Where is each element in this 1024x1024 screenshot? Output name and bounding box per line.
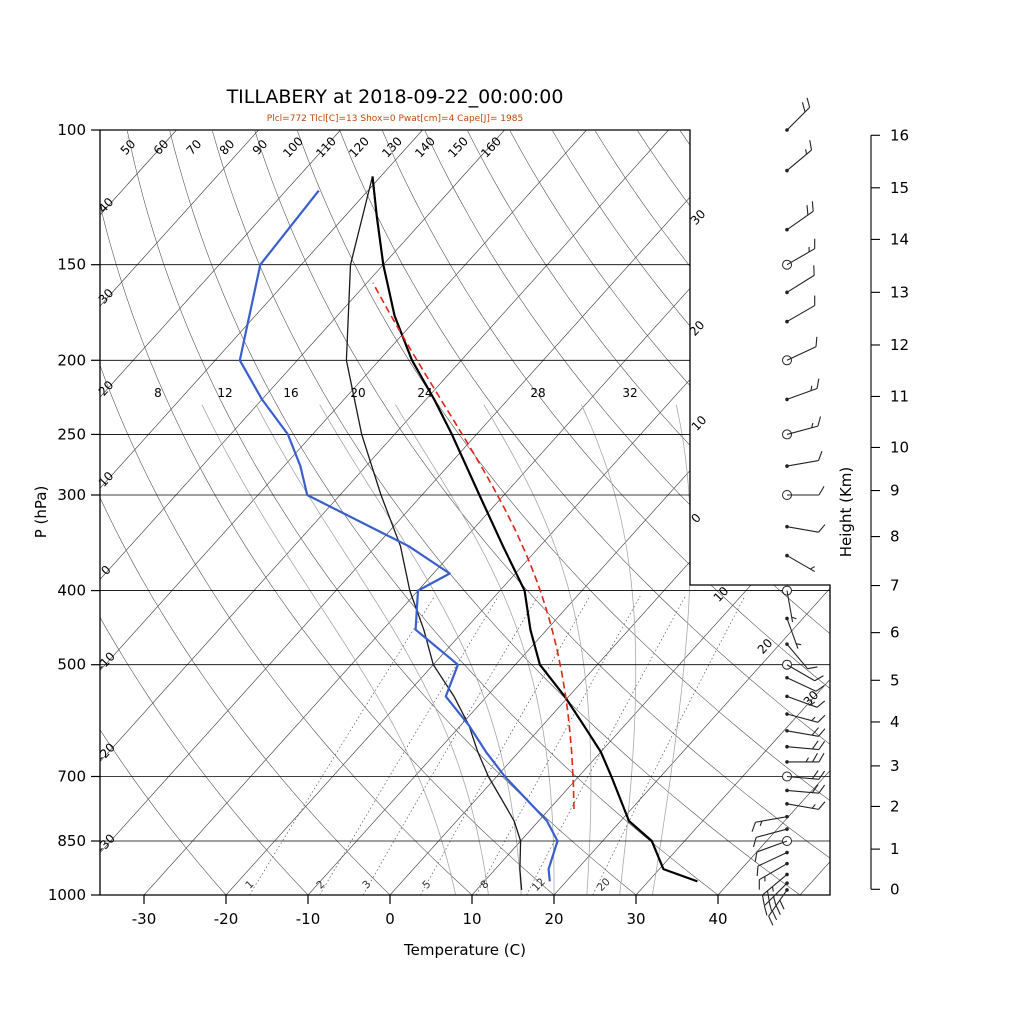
svg-text:80: 80 xyxy=(217,137,238,158)
svg-text:20: 20 xyxy=(755,636,776,657)
svg-text:12: 12 xyxy=(217,386,232,400)
svg-text:5: 5 xyxy=(890,671,900,689)
svg-text:700: 700 xyxy=(57,768,86,786)
svg-text:0: 0 xyxy=(385,910,395,928)
svg-text:10: 10 xyxy=(890,438,909,456)
svg-text:100: 100 xyxy=(280,134,306,160)
svg-text:40: 40 xyxy=(708,910,727,928)
svg-text:8: 8 xyxy=(478,878,491,891)
background-gridlines xyxy=(100,130,830,895)
svg-text:-30: -30 xyxy=(94,831,118,855)
svg-text:14: 14 xyxy=(890,230,909,248)
chart-title: TILLABERY at 2018-09-22_00:00:00 xyxy=(226,86,564,108)
svg-text:0: 0 xyxy=(688,511,703,526)
svg-text:140: 140 xyxy=(412,134,438,160)
svg-text:30: 30 xyxy=(688,207,709,228)
svg-text:30: 30 xyxy=(626,910,645,928)
svg-text:1000: 1000 xyxy=(48,886,86,904)
svg-text:130: 130 xyxy=(379,134,405,160)
svg-text:60: 60 xyxy=(151,137,172,158)
svg-text:10: 10 xyxy=(689,413,710,434)
svg-text:200: 200 xyxy=(57,351,86,369)
svg-text:-10: -10 xyxy=(94,649,118,673)
svg-text:3: 3 xyxy=(890,757,900,775)
plot-border xyxy=(99,129,831,896)
svg-text:2: 2 xyxy=(890,797,900,815)
svg-text:6: 6 xyxy=(890,624,900,642)
sounding-profiles xyxy=(238,176,698,891)
svg-text:0: 0 xyxy=(890,880,900,898)
svg-text:2: 2 xyxy=(314,878,327,891)
svg-text:28: 28 xyxy=(530,386,545,400)
isobar-lines xyxy=(100,129,830,896)
svg-text:70: 70 xyxy=(184,137,205,158)
svg-text:10: 10 xyxy=(462,910,481,928)
svg-text:15: 15 xyxy=(890,179,909,197)
svg-text:7: 7 xyxy=(890,577,900,595)
wind-barb-column xyxy=(751,97,826,926)
svg-text:20: 20 xyxy=(544,910,563,928)
svg-text:5: 5 xyxy=(420,878,433,891)
svg-text:300: 300 xyxy=(57,486,86,504)
svg-text:9: 9 xyxy=(890,482,900,500)
svg-text:13: 13 xyxy=(890,283,909,301)
svg-text:150: 150 xyxy=(57,256,86,274)
svg-text:11: 11 xyxy=(890,387,909,405)
svg-text:400: 400 xyxy=(57,582,86,600)
svg-text:-20: -20 xyxy=(94,740,118,764)
svg-text:20: 20 xyxy=(96,378,117,399)
svg-text:12: 12 xyxy=(890,336,909,354)
svg-text:P (hPa): P (hPa) xyxy=(32,486,50,539)
svg-text:20: 20 xyxy=(595,876,613,894)
svg-text:12: 12 xyxy=(530,876,548,894)
svg-text:0: 0 xyxy=(98,563,113,578)
svg-text:-30: -30 xyxy=(132,910,157,928)
svg-text:1: 1 xyxy=(890,840,900,858)
svg-text:90: 90 xyxy=(250,137,271,158)
svg-text:1: 1 xyxy=(243,878,256,891)
svg-text:Temperature (C): Temperature (C) xyxy=(403,941,526,959)
svg-text:40: 40 xyxy=(96,195,117,216)
gridline-labels: 50 60 70 80 90 100 110 120 130 140 150 160403020100… xyxy=(94,134,821,894)
svg-text:-10: -10 xyxy=(296,910,321,928)
chart-subtitle: Plcl=772 Tlcl[C]=13 Shox=0 Pwat[cm]=4 Ca… xyxy=(266,114,524,124)
svg-text:150: 150 xyxy=(445,134,471,160)
svg-text:160: 160 xyxy=(478,134,504,160)
svg-text:500: 500 xyxy=(57,656,86,674)
svg-text:100: 100 xyxy=(57,121,86,139)
svg-text:30: 30 xyxy=(96,286,117,307)
svg-text:850: 850 xyxy=(57,832,86,850)
svg-text:4: 4 xyxy=(890,713,900,731)
svg-text:10: 10 xyxy=(96,469,117,490)
svg-text:250: 250 xyxy=(57,425,86,443)
svg-text:16: 16 xyxy=(283,386,298,400)
svg-text:8: 8 xyxy=(890,528,900,546)
svg-text:50: 50 xyxy=(118,137,139,158)
svg-text:Height (Km): Height (Km) xyxy=(837,467,855,558)
svg-text:120: 120 xyxy=(346,134,372,160)
svg-text:16: 16 xyxy=(890,126,909,144)
svg-text:32: 32 xyxy=(622,386,637,400)
svg-text:-20: -20 xyxy=(214,910,239,928)
svg-text:8: 8 xyxy=(154,386,162,400)
